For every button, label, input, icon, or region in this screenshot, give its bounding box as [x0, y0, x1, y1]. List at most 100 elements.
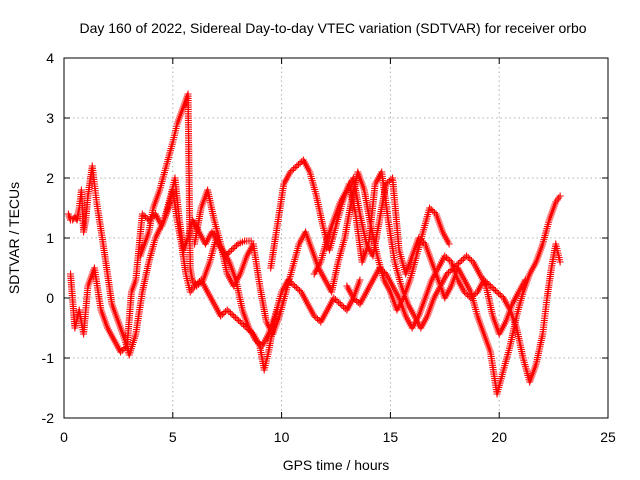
data-point — [429, 207, 437, 215]
data-point — [217, 312, 225, 320]
data-point — [458, 257, 466, 264]
series-trace-c — [136, 90, 364, 350]
x-tick-label: 15 — [383, 429, 399, 445]
data-point — [340, 303, 348, 311]
y-tick-label: 0 — [46, 290, 54, 306]
data-point — [235, 317, 243, 324]
data-point — [296, 159, 304, 167]
data-point — [142, 213, 150, 221]
data-point — [351, 296, 359, 303]
data-point — [194, 281, 202, 288]
series-trace-d — [191, 168, 453, 338]
series-trace-g — [343, 240, 564, 386]
data-point — [464, 254, 472, 261]
data-point — [240, 321, 248, 329]
x-axis-label: GPS time / hours — [283, 457, 390, 473]
data-point — [294, 161, 302, 168]
data-point — [444, 255, 452, 263]
data-point — [467, 294, 475, 302]
data-point — [379, 267, 387, 275]
data-point — [463, 252, 471, 260]
data-point — [488, 284, 496, 291]
data-point — [253, 338, 261, 345]
data-point — [331, 296, 339, 303]
y-axis-label: SDTVAR / TECUs — [6, 182, 22, 294]
x-tick-label: 25 — [600, 429, 616, 445]
data-point — [228, 246, 236, 254]
data-point — [231, 243, 239, 251]
data-point — [486, 282, 494, 290]
x-tick-label: 0 — [60, 429, 68, 445]
data-point — [441, 252, 449, 260]
y-tick-label: 2 — [46, 170, 54, 186]
data-point — [118, 347, 126, 354]
data-point — [418, 237, 426, 245]
data-point — [416, 236, 424, 243]
data-point — [385, 177, 393, 185]
data-point — [255, 339, 263, 347]
data-point — [330, 294, 338, 302]
data-point — [556, 258, 564, 266]
data-point — [349, 294, 357, 302]
data-point — [312, 314, 320, 321]
data-point — [292, 284, 300, 291]
data-point — [445, 240, 453, 248]
data-point — [335, 299, 343, 306]
data-point — [291, 282, 299, 290]
data-point — [456, 258, 464, 266]
data-point — [466, 255, 474, 263]
data-point — [286, 168, 294, 176]
data-point — [251, 336, 259, 344]
data-point — [480, 276, 488, 284]
data-point — [293, 162, 301, 170]
data-point — [460, 288, 468, 296]
data-point — [290, 165, 298, 173]
data-point — [231, 314, 239, 321]
data-point — [483, 279, 491, 287]
data-point — [427, 206, 435, 213]
data-point — [291, 164, 299, 171]
data-point — [493, 288, 501, 296]
data-point — [495, 290, 503, 297]
data-point — [236, 318, 244, 326]
data-point — [196, 279, 204, 287]
data-point — [333, 297, 341, 305]
data-point — [482, 278, 490, 285]
data-point — [459, 255, 467, 263]
data-point — [443, 270, 451, 278]
data-point — [288, 167, 296, 174]
data-point — [426, 204, 434, 212]
x-tick-label: 10 — [274, 429, 290, 445]
data-point — [470, 291, 478, 299]
y-tick-label: 4 — [46, 50, 54, 66]
data-point — [382, 180, 390, 188]
data-point — [229, 245, 237, 252]
y-tick-label: 3 — [46, 110, 54, 126]
data-marks — [64, 90, 564, 398]
data-point — [230, 312, 238, 320]
data-point — [415, 234, 423, 242]
data-point — [462, 290, 470, 297]
data-point — [336, 300, 344, 308]
axis-ticks: 0 5 10 15 20 25 -2 -1 0 1 2 3 4 — [42, 50, 616, 445]
data-point — [353, 297, 361, 305]
data-point — [289, 281, 297, 288]
data-point — [223, 306, 231, 314]
data-point — [117, 348, 125, 356]
x-tick-label: 5 — [169, 429, 177, 445]
data-point — [218, 311, 226, 318]
data-point — [377, 266, 385, 273]
data-point — [496, 291, 504, 299]
data-point — [193, 282, 201, 290]
y-tick-label: 1 — [46, 230, 54, 246]
data-point — [469, 293, 477, 300]
data-point — [485, 281, 493, 288]
data-point — [220, 309, 228, 317]
data-point — [232, 242, 240, 249]
data-point — [356, 276, 364, 284]
data-point — [376, 264, 384, 272]
data-point — [226, 248, 234, 255]
data-point — [294, 285, 302, 293]
